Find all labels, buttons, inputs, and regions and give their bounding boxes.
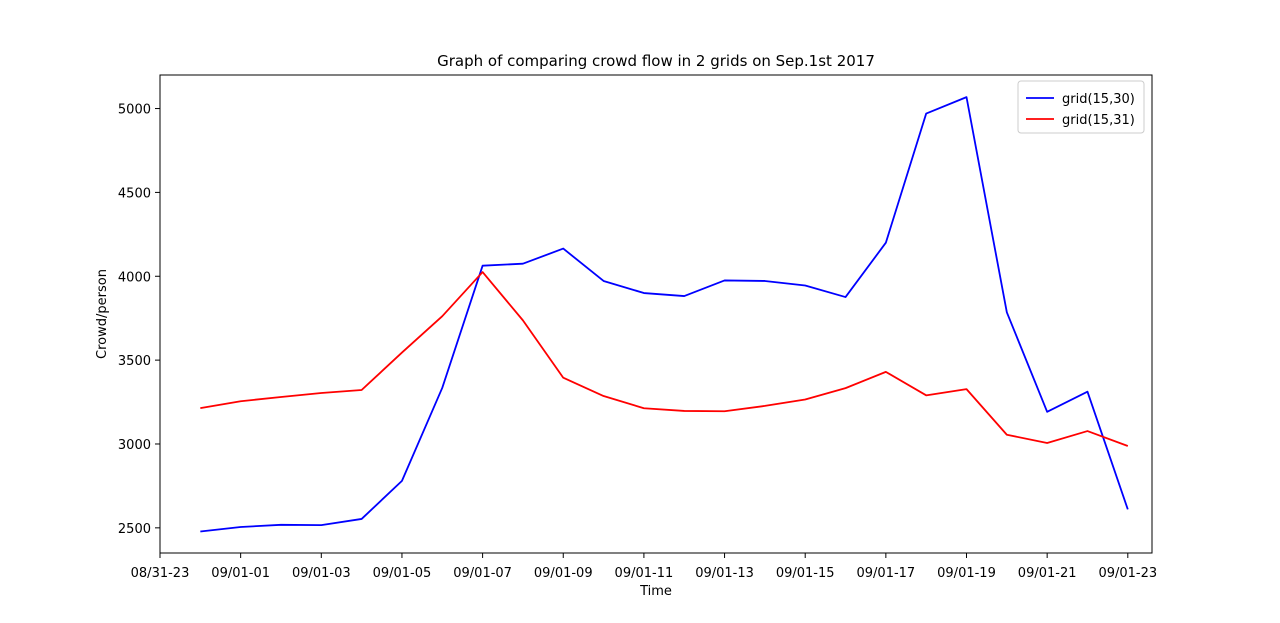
x-axis: 08/31-23 09/01-01 09/01-03 09/01-05 09/01-07… [131, 553, 1157, 581]
series-layer [200, 96, 1129, 533]
y-tick-label: 2500 [118, 522, 151, 537]
plot-area [159, 74, 1153, 554]
x-tick-label: 09/01-05 [373, 566, 432, 581]
y-tick-label: 3000 [118, 438, 151, 453]
x-tick-label: 08/31-23 [131, 566, 190, 581]
chart-title: Graph of comparing crowd flow in 2 grids… [437, 52, 875, 70]
legend-label: grid(15,30) [1062, 92, 1135, 107]
x-tick-label: 09/01-15 [776, 566, 835, 581]
plot-frame [159, 74, 1153, 554]
y-tick-label: 4500 [118, 186, 151, 201]
x-tick-label: 09/01-13 [695, 566, 754, 581]
legend-label: grid(15,31) [1062, 113, 1135, 128]
x-tick-label: 09/01-23 [1098, 566, 1157, 581]
x-tick-label: 09/01-09 [534, 566, 593, 581]
x-tick-label: 09/01-11 [615, 566, 674, 581]
legend: grid(15,30) grid(15,31) [1017, 80, 1145, 134]
x-tick-label: 09/01-03 [292, 566, 351, 581]
y-axis-label: Crowd/person [95, 269, 110, 359]
y-axis: 2500 3000 3500 4000 4500 5000 [118, 103, 160, 537]
x-tick-label: 09/01-17 [857, 566, 916, 581]
x-tick-label: 09/01-21 [1018, 566, 1077, 581]
x-axis-label: Time [639, 584, 672, 599]
series-line-1 [200, 96, 1129, 533]
y-tick-label: 4000 [118, 270, 151, 285]
y-tick-label: 5000 [118, 103, 151, 118]
y-tick-label: 3500 [118, 354, 151, 369]
x-tick-label: 09/01-19 [937, 566, 996, 581]
x-tick-label: 09/01-07 [453, 566, 512, 581]
series-line-2 [200, 271, 1129, 447]
x-tick-label: 09/01-01 [211, 566, 270, 581]
legend-box [1017, 80, 1145, 134]
